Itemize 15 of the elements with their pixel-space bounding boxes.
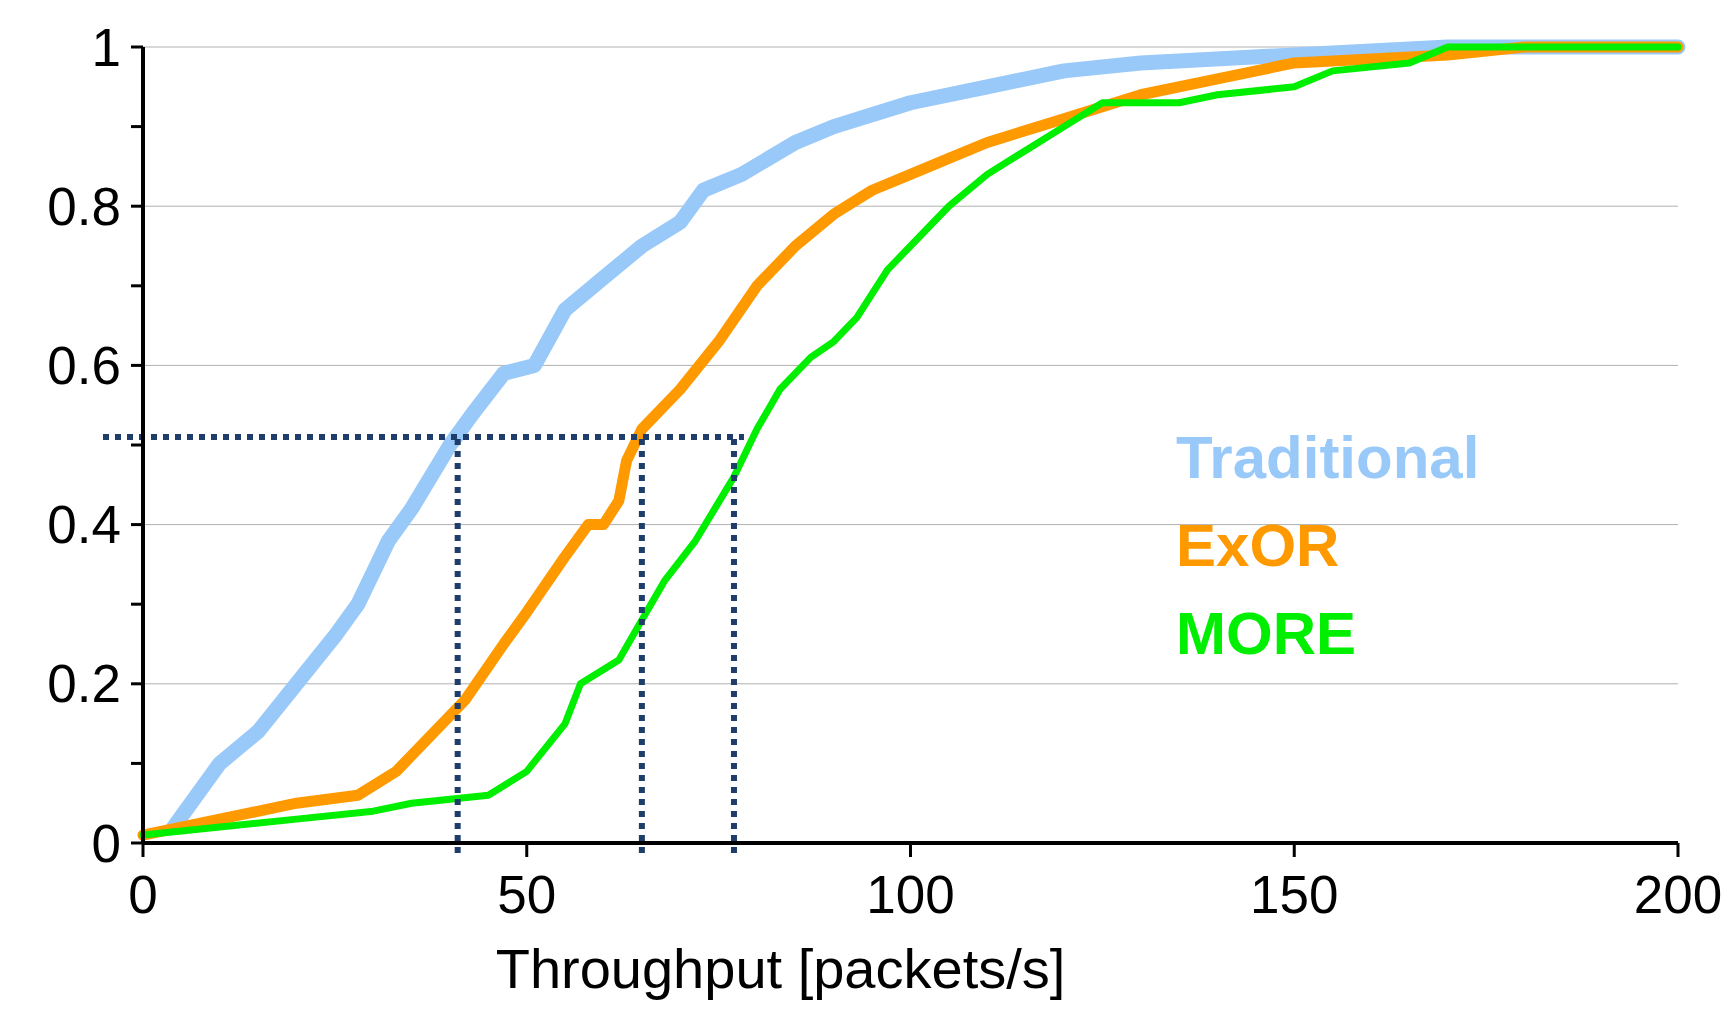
y-tick-label: 1 <box>91 17 121 77</box>
text: Traditional <box>1176 424 1480 491</box>
x-tick-label: 100 <box>866 865 955 924</box>
x-tick-label: 0 <box>128 865 158 924</box>
x-tick-label: 150 <box>1250 865 1339 924</box>
y-tick-label: 0.4 <box>47 495 121 555</box>
y-tick-label: 0.2 <box>47 654 121 714</box>
x-tick-label: 50 <box>497 865 557 924</box>
y-tick-label: 0 <box>91 813 121 873</box>
y-tick-label: 0.8 <box>47 176 121 236</box>
text: MORE <box>1176 600 1356 667</box>
text: ExOR <box>1176 512 1340 579</box>
y-tick-label: 0.6 <box>47 335 121 395</box>
x-axis-title: Throughput [packets/s] <box>495 937 1066 1000</box>
x-tick-label: 200 <box>1633 865 1723 924</box>
